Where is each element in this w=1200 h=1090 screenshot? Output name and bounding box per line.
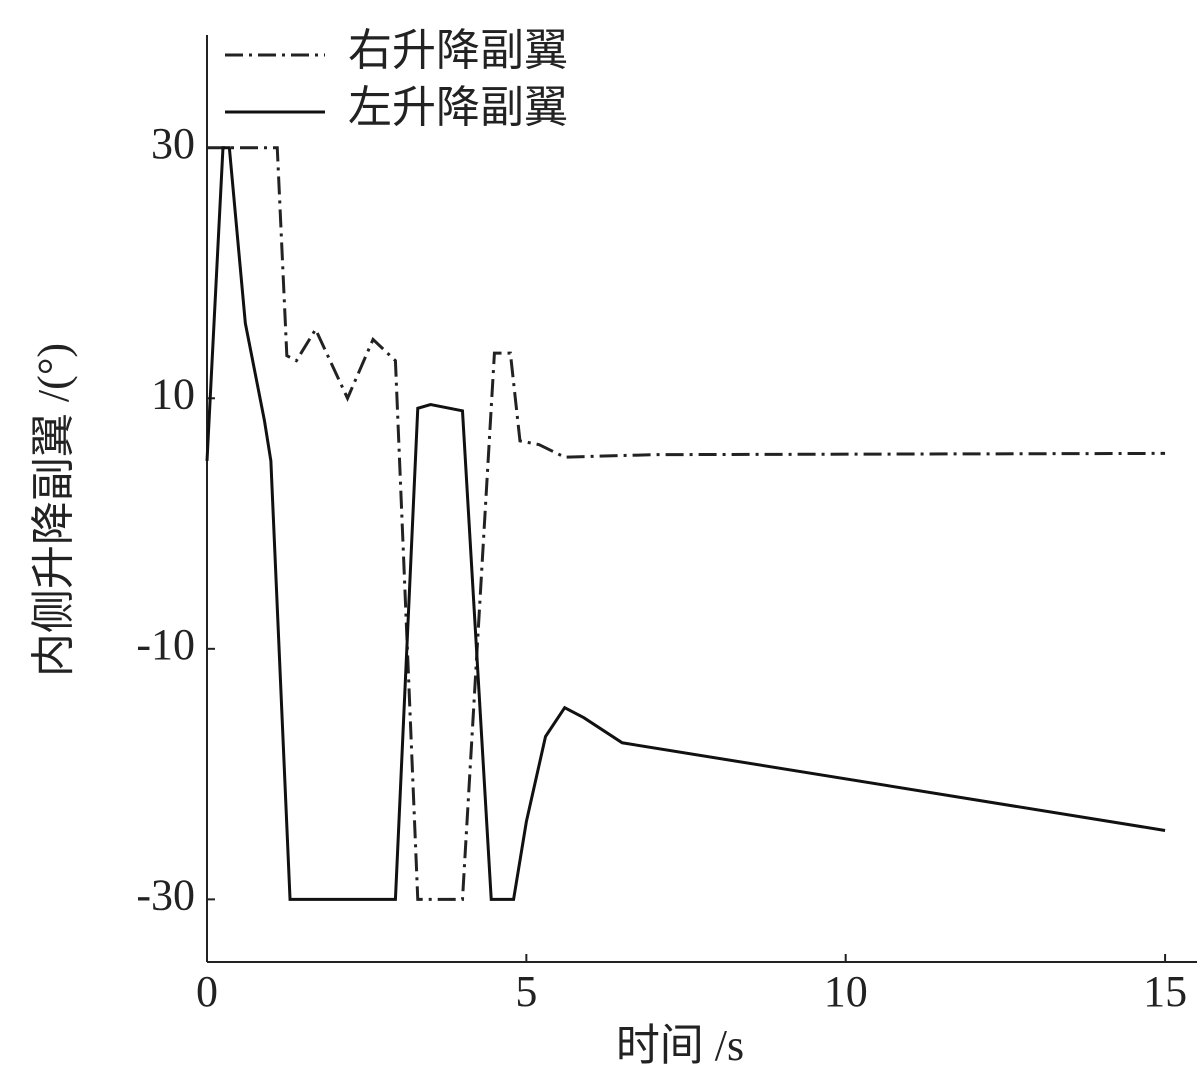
legend-label: 右升降副翼	[348, 26, 568, 75]
y-tick-label: 30	[151, 119, 195, 168]
x-axis-label: 时间 /s	[616, 1021, 744, 1070]
legend-label: 左升降副翼	[348, 83, 568, 132]
x-tick-label: 10	[824, 967, 868, 1016]
series-line	[207, 146, 1166, 901]
y-tick-label: -30	[136, 870, 195, 919]
y-tick-label: 10	[151, 369, 195, 418]
x-tick-label: 15	[1143, 967, 1187, 1016]
y-axis-label: 内侧升降副翼 /(°)	[29, 343, 78, 677]
x-tick-label: 0	[196, 967, 218, 1016]
y-tick-label: -10	[136, 620, 195, 669]
series-line	[205, 146, 1166, 901]
x-tick-label: 5	[515, 967, 537, 1016]
